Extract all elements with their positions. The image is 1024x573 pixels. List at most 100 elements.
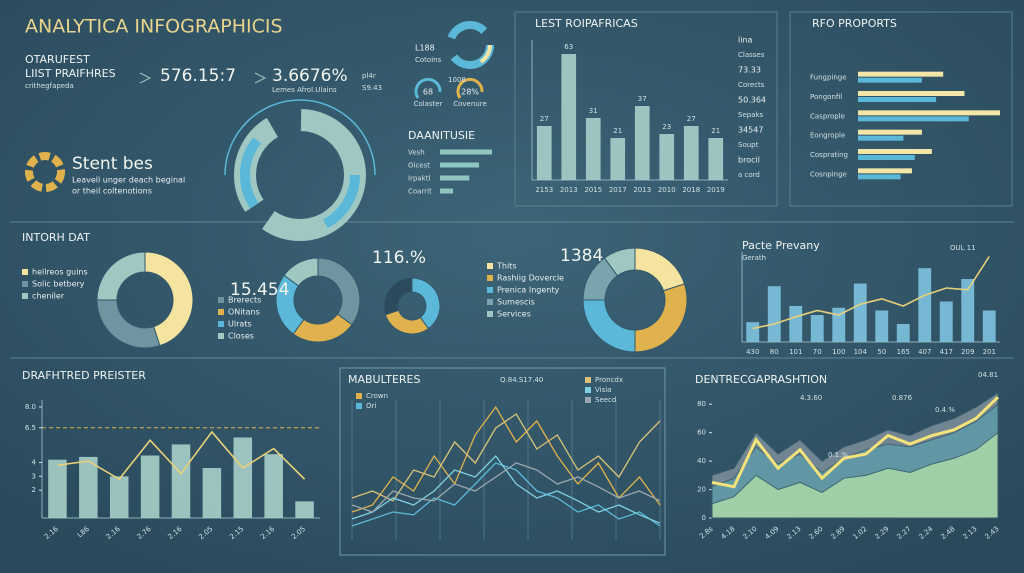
legend-swatch (218, 321, 224, 327)
bar (767, 286, 781, 342)
bar (79, 456, 98, 518)
line (351, 462, 661, 513)
legend-swatch (487, 287, 493, 293)
value-label: 27 (540, 115, 549, 123)
bar (918, 268, 932, 342)
legend-swatch (585, 387, 591, 393)
legend-label: Brerects (228, 296, 261, 305)
legend-label: Sumescis (497, 298, 535, 307)
bar (708, 138, 724, 180)
bar (202, 468, 222, 518)
bar (858, 116, 969, 122)
gauge-label: Colaster (414, 100, 443, 108)
x-tick-label: 2013 (633, 186, 651, 194)
gauge-value: 68 (423, 88, 433, 97)
x-tick-label: 201 (983, 348, 996, 356)
pie-slice (317, 257, 361, 326)
chart-title: 116.% (372, 248, 426, 268)
section-title: INTORH DAT (22, 231, 90, 244)
legend-swatch (218, 333, 224, 339)
pie-slice (603, 247, 636, 277)
gauge-value: 28% (461, 88, 479, 97)
legend-swatch (22, 269, 28, 275)
gauge-value: L188 (415, 44, 435, 53)
bar (789, 306, 803, 342)
legend-swatch (22, 281, 28, 287)
pie-slice (144, 251, 194, 347)
bar (858, 135, 904, 141)
value-label: 21 (711, 127, 720, 135)
bar (832, 307, 846, 342)
category-label: Cosprating (810, 151, 848, 159)
bar (858, 91, 965, 96)
x-tick-label: 417 (940, 348, 953, 356)
category-label: Vesh (408, 149, 425, 157)
bar (233, 437, 253, 518)
bar (982, 310, 996, 342)
pie-slice (96, 251, 146, 301)
side-label: 50.364 (738, 96, 766, 105)
legend-label: hellreos guins (32, 268, 88, 277)
legend-swatch (218, 309, 224, 315)
stat-extra: S9.43 (362, 84, 382, 92)
bar (536, 126, 552, 180)
bar (109, 476, 129, 518)
bar (140, 455, 160, 518)
x-tick-label: 2015 (584, 186, 602, 194)
bar (858, 71, 944, 77)
annotation: OUL 11 (950, 244, 976, 252)
pie-slice (383, 277, 413, 316)
side-label: Soupt (738, 141, 759, 149)
gauge-extra: 1008 (448, 76, 466, 84)
area (711, 431, 999, 519)
category-label: Cosnpinge (810, 170, 847, 178)
pie-slice (283, 257, 319, 287)
bar (585, 118, 601, 180)
section-title: DRAFHTRED PREISTER (22, 369, 146, 382)
y-tick-label: 2 (32, 486, 36, 494)
stat-value: 3.6676% (272, 66, 348, 86)
chart-title: DENTRECGAPRASHTION (695, 373, 827, 386)
bar (939, 301, 953, 342)
annotation: 0.876 (892, 394, 913, 402)
legend-label: Visia (595, 386, 611, 394)
bar (610, 138, 626, 180)
chart-title: RFO PROPORTS (812, 17, 897, 30)
bar (48, 459, 67, 518)
stat-label: OTARUFEST (25, 53, 90, 66)
line (57, 430, 306, 481)
line (351, 405, 661, 513)
y-tick-label: 0 (702, 514, 706, 522)
legend-label: ONitans (228, 308, 260, 317)
bar (858, 155, 915, 160)
y-tick-label: 3 (32, 472, 36, 480)
y-tick-label: 8.0 (25, 403, 36, 411)
bar (634, 106, 650, 180)
ring-text: or theil coltenotions (72, 187, 152, 196)
annotation: 4.3.60 (800, 394, 822, 402)
y-tick-label: 40 (697, 457, 706, 465)
side-label: brocil (738, 156, 760, 165)
side-label: Classes (738, 51, 765, 59)
legend-label: Ori (366, 402, 376, 410)
bar (810, 315, 824, 342)
bar (858, 149, 932, 154)
line (351, 462, 661, 527)
chart-title: 1384 (560, 246, 603, 266)
bar (858, 168, 912, 174)
bar (858, 97, 937, 102)
category-label: Coarrit (408, 188, 432, 196)
legend-swatch (487, 299, 493, 305)
gauge-label: Covenure (453, 100, 487, 108)
stat-unit: pl4r (362, 72, 376, 80)
x-tick-label: 101 (789, 348, 802, 356)
ring-text: Leavell unger deach beginal (72, 176, 185, 185)
legend-label: Rashiig Dovercle (497, 274, 564, 283)
stat-caption: Lemes Afrol.Ulains (272, 86, 337, 94)
chart-subtitle: Gerath (742, 254, 766, 262)
side-label: a cord (738, 171, 760, 179)
side-label: 73.33 (738, 66, 761, 75)
category-label: Irpaktl (408, 175, 430, 183)
legend-swatch (22, 293, 28, 299)
x-tick-label: 2010 (658, 186, 676, 194)
